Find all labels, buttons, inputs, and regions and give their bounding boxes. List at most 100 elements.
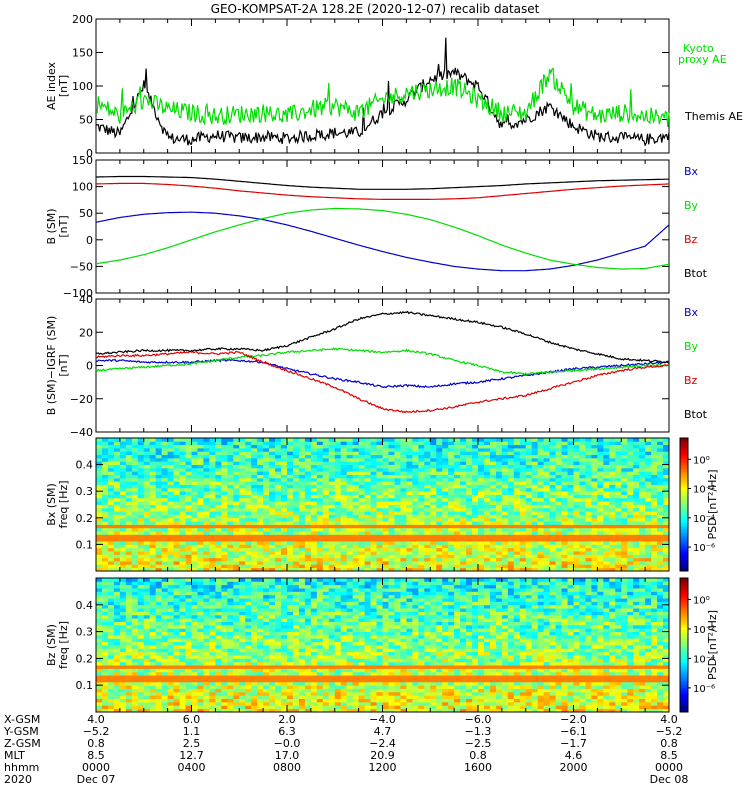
psd-cell (352, 554, 360, 559)
psd-cell (478, 534, 485, 539)
psd-cell (531, 537, 539, 542)
psd-cell (442, 504, 449, 509)
psd-cell (161, 537, 169, 542)
psd-cell (525, 517, 533, 522)
colorbar-step (680, 482, 688, 485)
psd-cell (633, 494, 640, 499)
psd-cell (466, 705, 473, 710)
psd-cell (316, 567, 324, 572)
psd-cell (155, 527, 163, 532)
psd-cell (113, 487, 121, 492)
psd-cell (287, 504, 294, 509)
psd-cell (275, 441, 282, 446)
psd-cell (346, 497, 354, 502)
psd-cell (251, 441, 258, 446)
psd-cell (454, 564, 461, 569)
psd-cell (609, 511, 616, 515)
psd-cell (209, 461, 216, 465)
psd-cell (281, 447, 288, 452)
psd-cell (657, 701, 664, 706)
psd-cell (478, 494, 485, 499)
psd-cell (615, 447, 622, 452)
psd-cell (292, 491, 300, 495)
psd-cell (418, 517, 425, 522)
psd-cell (633, 438, 640, 442)
psd-cell (287, 441, 294, 446)
psd-cell (591, 474, 598, 479)
psd-cell (645, 501, 652, 505)
psd-cell (107, 547, 115, 552)
psd-cell (292, 531, 300, 535)
psd-cell (358, 511, 365, 515)
psd-cell (406, 467, 413, 472)
psd-cell (119, 494, 127, 499)
psd-cell (197, 501, 204, 505)
psd-cell (478, 447, 485, 452)
psd-cell (483, 504, 491, 509)
psd-cell (597, 517, 604, 522)
psd-cell (573, 514, 580, 519)
psd-cell (585, 708, 592, 713)
psd-cell (585, 695, 592, 699)
psd-cell (316, 507, 324, 512)
psd-cell (209, 441, 216, 446)
psd-cell (454, 554, 461, 559)
psd-cell (352, 705, 360, 710)
psd-cell (179, 524, 186, 529)
psd-cell (281, 467, 288, 472)
psd-cell (209, 481, 216, 485)
psd-cell (519, 481, 527, 485)
psd-cell (352, 501, 360, 505)
psd-cell (245, 461, 252, 465)
psd-cell (603, 491, 610, 495)
psd-cell (155, 484, 163, 489)
psd-cell (466, 554, 473, 559)
psd-cell (227, 441, 234, 446)
psd-cell (472, 567, 479, 572)
psd-cell (173, 564, 180, 569)
psd-cell (609, 547, 616, 552)
psd-cell (603, 567, 610, 572)
psd-cell (657, 497, 664, 502)
psd-cell (645, 688, 652, 693)
psd-cell (525, 474, 533, 479)
psd-cell (495, 708, 503, 713)
psd-cell (519, 544, 527, 549)
psd-cell (406, 461, 413, 465)
psd-cell (334, 451, 342, 456)
psd-cell (448, 537, 455, 542)
psd-cell (143, 447, 151, 452)
psd-cell (328, 544, 336, 549)
psd-cell (304, 444, 312, 449)
psd-cell (483, 554, 491, 559)
psd-cell (645, 564, 652, 569)
psd-cell (633, 541, 640, 545)
psd-cell (340, 444, 348, 449)
psd-cell (304, 708, 312, 713)
psd-cell (639, 494, 646, 499)
psd-cell (645, 481, 652, 485)
psd-cell (466, 504, 473, 509)
psd-cell (442, 484, 449, 489)
psd-cell (173, 507, 180, 512)
psd-cell (442, 551, 449, 555)
psd-cell (125, 701, 133, 706)
psd-cell (334, 557, 342, 562)
psd-cell (424, 461, 431, 465)
psd-cell (645, 484, 652, 489)
psd-cell (430, 441, 437, 446)
psd-cell (131, 517, 139, 522)
psd-cell (304, 457, 312, 462)
psd-cell (430, 457, 437, 462)
psd-cell (155, 481, 163, 485)
psd-cell (131, 507, 139, 512)
psd-cell (436, 567, 443, 572)
psd-cell (149, 447, 157, 452)
colorbar-step (680, 513, 688, 516)
psd-cell (507, 497, 515, 502)
psd-cell (269, 464, 276, 469)
psd-cell (466, 544, 473, 549)
psd-cell (364, 517, 371, 522)
psd-cell (406, 567, 413, 572)
psd-cell (591, 491, 598, 495)
